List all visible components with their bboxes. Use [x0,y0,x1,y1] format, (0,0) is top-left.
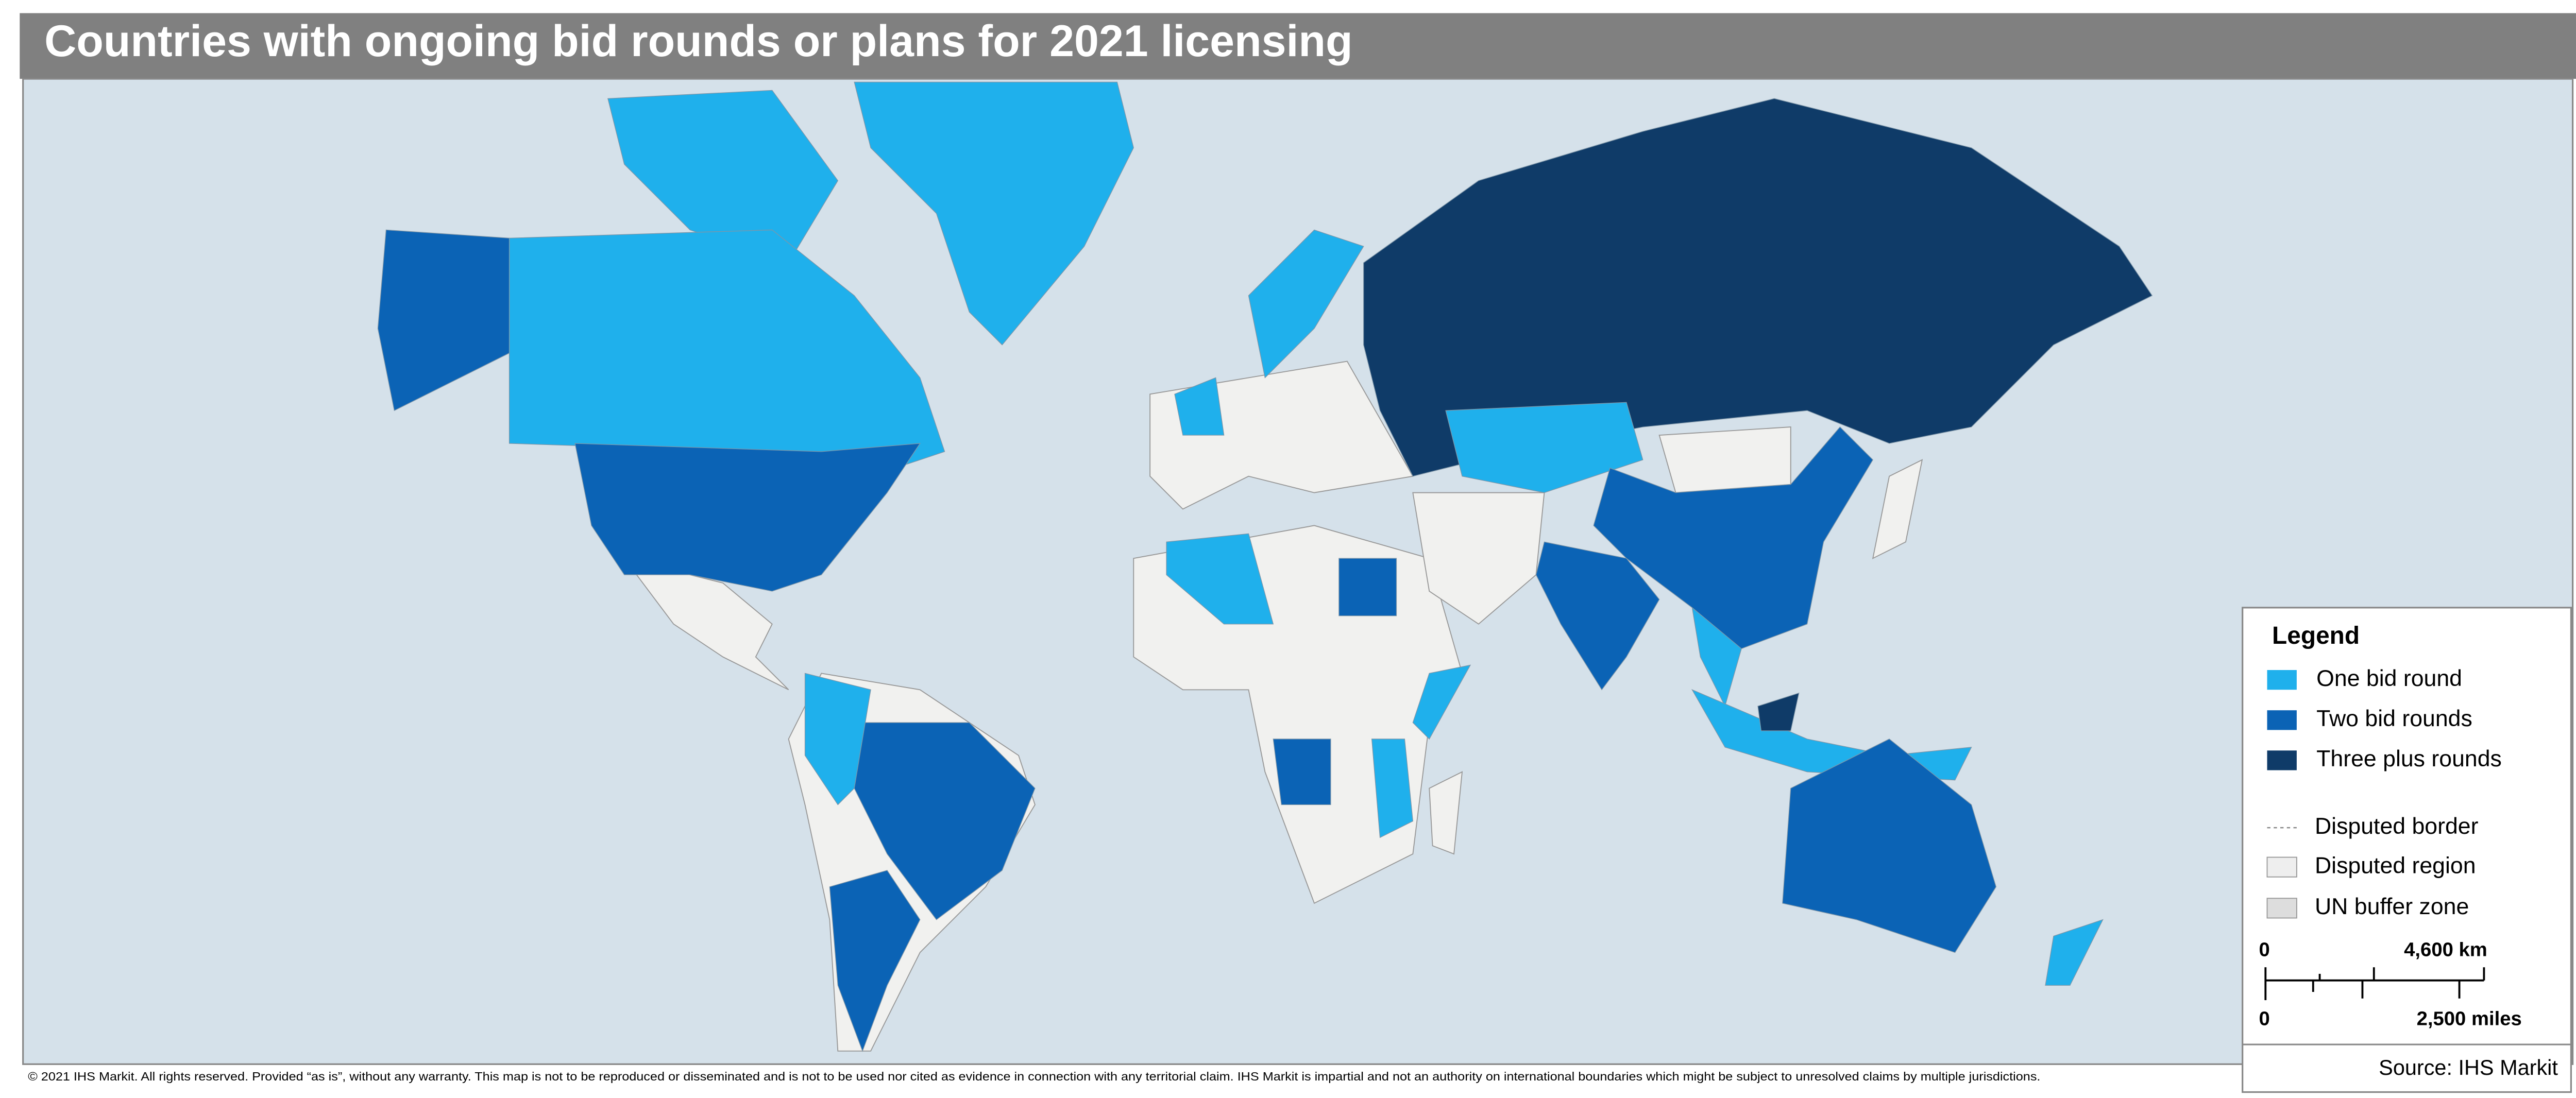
country [854,722,1036,920]
country [1363,98,2153,477]
scale-label: 0 [2259,938,2270,960]
country [574,443,921,592]
map [377,81,2153,1052]
country [1248,229,1364,379]
country [1445,402,1643,493]
legend-title: Legend [2272,622,2360,649]
country [1412,664,1471,740]
legend-other: Disputed border [2315,814,2479,839]
legend-label: Two bid rounds [2316,706,2472,731]
footer: © 2021 IHS Markit. All rights reserved. … [28,1070,2040,1083]
country [1782,739,1997,953]
legend-swatch [2267,710,2297,730]
scale-label: 0 [2259,1007,2270,1030]
country [1593,426,1873,649]
country [1371,739,1414,838]
land [1872,459,1923,559]
country [829,870,921,1052]
legend-label: One bid round [2316,666,2462,691]
country [1166,533,1274,625]
un-zone-icon [2266,898,2297,919]
scale-label: 4,600 km [2404,938,2487,960]
legend-box [2242,607,2572,1093]
country [1174,377,1225,436]
disputed-region-icon [2266,856,2297,878]
country [2045,919,2104,986]
scale-bar: 0 4,600 km 0 2,500 miles [2259,938,2522,1030]
legend-items: One bid round Two bid rounds Three plus ro… [2267,666,2502,771]
country [1338,558,1397,616]
legend-label: Three plus rounds [2316,746,2502,771]
legend-other: Disputed region [2315,853,2476,878]
country [377,229,510,411]
land [1429,771,1463,855]
country [1273,739,1331,805]
land [623,557,789,691]
legend-other: UN buffer zone [2315,894,2469,919]
source: Source: IHS Markit [2379,1055,2558,1079]
legend-swatch [2267,750,2297,770]
country [1757,692,1800,731]
country [804,673,871,805]
legend-swatch [2267,670,2297,690]
land [1658,426,1791,493]
country [854,81,1134,346]
land [1412,492,1545,625]
title: Countries with ongoing bid rounds or pla… [44,16,1352,66]
scale-label: 2,500 miles [2417,1007,2522,1030]
country [1535,541,1660,691]
title-bar [20,13,2576,79]
